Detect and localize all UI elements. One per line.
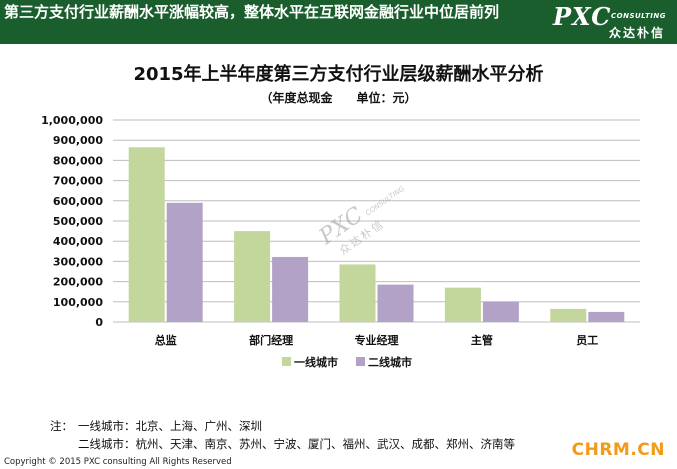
y-tick-label: 400,000 — [53, 235, 103, 248]
y-tick-label: 800,000 — [53, 154, 103, 167]
legend-label: 二线城市 — [368, 355, 412, 369]
pxc-logo: PXC CONSULTING 众达朴信 — [547, 2, 669, 40]
bar — [550, 308, 587, 322]
legend-swatch — [282, 357, 291, 366]
y-tick-label: 200,000 — [53, 276, 103, 289]
page-title: 第三方支付行业薪酬水平涨幅较高，整体水平在互联网金融行业中位居前列 — [4, 3, 500, 21]
copyright-text: Copyright © 2015 PXC consulting All Righ… — [4, 457, 232, 467]
bar — [444, 287, 481, 322]
x-tick-label: 员工 — [576, 334, 598, 347]
y-tick-label: 500,000 — [53, 215, 103, 228]
chart-title: 2015年上半年度第三方支付行业层级薪酬水平分析 — [133, 64, 544, 85]
bar — [482, 301, 519, 322]
x-tick-label: 主管 — [471, 333, 493, 347]
y-tick-label: 900,000 — [53, 134, 103, 147]
bar — [588, 311, 625, 322]
y-tick-label: 1,000,000 — [41, 114, 103, 127]
legend-swatch — [356, 357, 365, 366]
bar — [339, 264, 376, 322]
logo-sub-text: CONSULTING — [611, 12, 666, 20]
logo-main-text: PXC — [553, 2, 612, 31]
bar — [272, 256, 309, 322]
site-watermark: CHRM.CN — [571, 440, 665, 460]
x-tick-label: 部门经理 — [249, 333, 293, 347]
bar — [234, 231, 271, 322]
y-tick-label: 0 — [95, 316, 103, 329]
bar — [377, 284, 414, 322]
header-bar: 第三方支付行业薪酬水平涨幅较高，整体水平在互联网金融行业中位居前列 PXC CO… — [0, 0, 677, 44]
logo-chinese-text: 众达朴信 — [609, 26, 666, 40]
bar-chart: 0 100,000 200,000 300,000 400,000 500,000 600,… — [41, 114, 640, 369]
x-tick-label: 专业经理 — [355, 333, 399, 347]
y-tick-label: 600,000 — [53, 195, 103, 208]
note-label: 注： — [50, 419, 73, 433]
y-tick-label: 100,000 — [53, 296, 103, 309]
y-tick-label: 300,000 — [53, 255, 103, 268]
legend-label: 一线城市 — [294, 355, 338, 369]
y-tick-label: 700,000 — [53, 175, 103, 188]
x-tick-label: 总监 — [155, 333, 177, 347]
chart-subtitle: （年度总现金 单位：元） — [260, 91, 417, 105]
bar — [128, 147, 165, 322]
note-tier1-cities: 一线城市：北京、上海、广州、深圳 — [78, 419, 262, 433]
bar — [166, 202, 203, 322]
note-tier2-cities: 二线城市：杭州、天津、南京、苏州、宁波、厦门、福州、武汉、成都、郑州、济南等 — [78, 437, 515, 451]
